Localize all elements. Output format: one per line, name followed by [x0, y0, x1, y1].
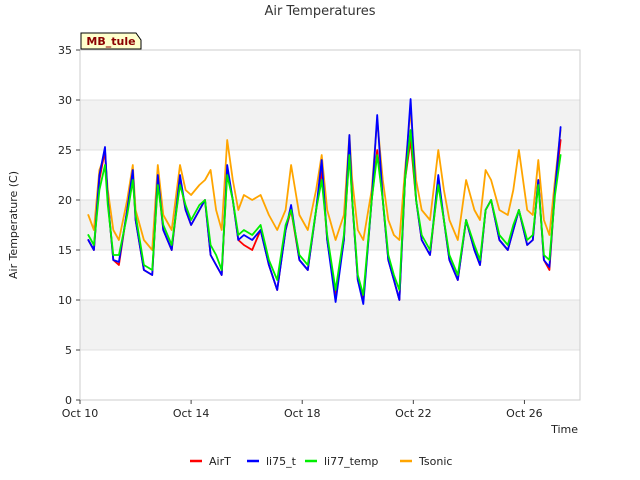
- plot-band: [80, 300, 580, 350]
- y-tick-label: 15: [58, 244, 72, 257]
- plot-band: [80, 50, 580, 100]
- x-axis-title: Time: [550, 423, 578, 436]
- series-line-tsonic: [87, 109, 562, 251]
- plot-band: [80, 150, 580, 200]
- y-tick-label: 30: [58, 94, 72, 107]
- x-tick-label: Oct 26: [506, 407, 543, 420]
- x-tick-label: Oct 10: [62, 407, 99, 420]
- legend-label: Tsonic: [418, 455, 452, 468]
- y-tick-label: 20: [58, 194, 72, 207]
- legend-label: AirT: [209, 455, 231, 468]
- x-axis: Oct 10 Oct 14 Oct 18 Oct 22 Oct 26: [62, 400, 543, 420]
- x-tick-label: Oct 22: [395, 407, 432, 420]
- chart-title: Air Temperatures: [264, 4, 375, 19]
- series-lines: [87, 98, 562, 305]
- plot-band: [80, 350, 580, 400]
- y-axis-title: Air Temperature (C): [7, 171, 20, 279]
- y-tick-label: 35: [58, 44, 72, 57]
- plot-band: [80, 100, 580, 150]
- y-tick-label: 10: [58, 294, 72, 307]
- x-tick-label: Oct 14: [173, 407, 210, 420]
- series-line-li77-temp: [87, 129, 562, 296]
- plot-border: [79, 49, 581, 401]
- station-label: MB_tule: [86, 35, 135, 48]
- y-axis: 0 5 10 15 20 25 30 35: [58, 44, 80, 407]
- y-tick-label: 25: [58, 144, 72, 157]
- legend: AirT li75_t li77_temp Tsonic: [190, 455, 452, 468]
- legend-label: li75_t: [266, 455, 297, 468]
- y-tick-label: 0: [65, 394, 72, 407]
- y-tick-label: 5: [65, 344, 72, 357]
- legend-label: li77_temp: [324, 455, 378, 468]
- x-tick-label: Oct 18: [284, 407, 321, 420]
- station-label-box: MB_tule: [80, 32, 142, 50]
